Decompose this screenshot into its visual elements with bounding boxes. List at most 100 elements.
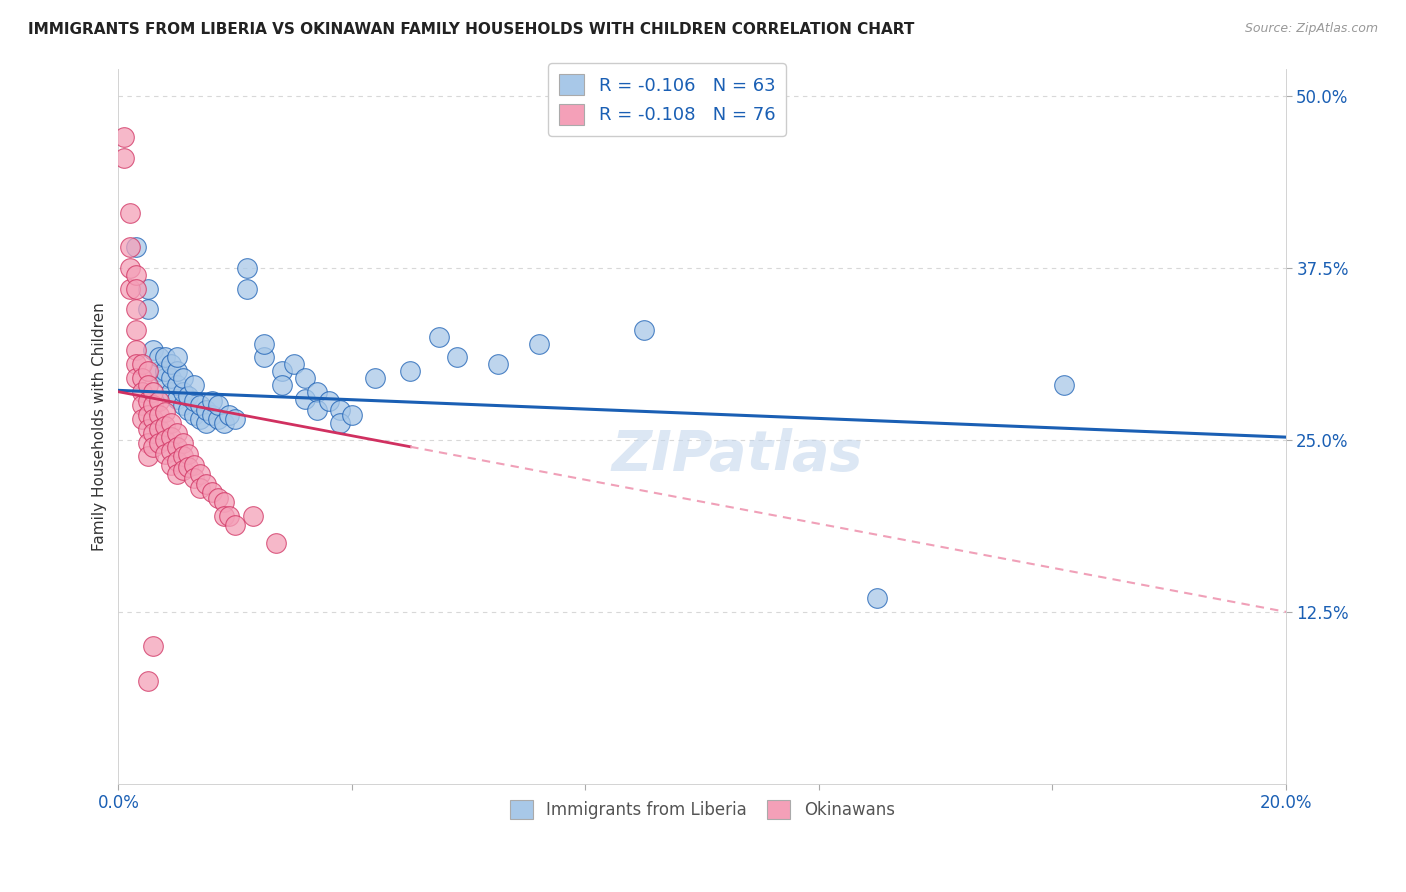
Point xyxy=(131,412,153,426)
Point xyxy=(142,412,165,426)
Point xyxy=(527,336,550,351)
Point xyxy=(195,402,218,417)
Point xyxy=(486,357,509,371)
Point xyxy=(160,458,183,472)
Point xyxy=(136,673,159,688)
Point xyxy=(253,351,276,365)
Text: IMMIGRANTS FROM LIBERIA VS OKINAWAN FAMILY HOUSEHOLDS WITH CHILDREN CORRELATION : IMMIGRANTS FROM LIBERIA VS OKINAWAN FAMI… xyxy=(28,22,914,37)
Point xyxy=(125,343,148,358)
Point xyxy=(270,364,292,378)
Point xyxy=(399,364,422,378)
Point xyxy=(160,443,183,458)
Point xyxy=(172,450,194,464)
Point xyxy=(177,460,200,475)
Point xyxy=(166,351,188,365)
Point xyxy=(125,240,148,254)
Point xyxy=(188,481,211,495)
Point xyxy=(1053,377,1076,392)
Point xyxy=(318,394,340,409)
Point xyxy=(125,302,148,317)
Point xyxy=(125,282,148,296)
Point xyxy=(160,384,183,399)
Point xyxy=(294,392,316,406)
Point xyxy=(236,282,259,296)
Point xyxy=(264,536,287,550)
Point xyxy=(142,440,165,454)
Point xyxy=(160,371,183,385)
Point xyxy=(142,639,165,653)
Point xyxy=(172,399,194,413)
Point xyxy=(148,408,170,422)
Point xyxy=(364,371,387,385)
Point xyxy=(131,371,153,385)
Point xyxy=(201,394,224,409)
Point xyxy=(160,417,183,431)
Point xyxy=(195,476,218,491)
Point xyxy=(305,384,328,399)
Point xyxy=(224,412,246,426)
Point xyxy=(236,260,259,275)
Point xyxy=(172,435,194,450)
Point xyxy=(153,447,176,461)
Point xyxy=(633,323,655,337)
Point xyxy=(429,329,451,343)
Point xyxy=(131,384,153,399)
Point xyxy=(294,371,316,385)
Point xyxy=(142,384,165,399)
Point xyxy=(207,491,229,505)
Point xyxy=(212,417,235,431)
Point xyxy=(446,351,468,365)
Point xyxy=(270,377,292,392)
Point xyxy=(253,336,276,351)
Point xyxy=(166,392,188,406)
Point xyxy=(207,412,229,426)
Point xyxy=(177,389,200,403)
Point xyxy=(212,495,235,509)
Point xyxy=(340,408,363,422)
Point xyxy=(329,417,352,431)
Point xyxy=(136,408,159,422)
Point xyxy=(136,377,159,392)
Point xyxy=(153,405,176,419)
Point xyxy=(172,371,194,385)
Y-axis label: Family Households with Children: Family Households with Children xyxy=(93,301,107,550)
Point xyxy=(125,357,148,371)
Text: Source: ZipAtlas.com: Source: ZipAtlas.com xyxy=(1244,22,1378,36)
Point xyxy=(166,467,188,482)
Point xyxy=(153,433,176,447)
Point xyxy=(120,240,142,254)
Point xyxy=(153,364,176,378)
Point xyxy=(207,399,229,413)
Point xyxy=(166,364,188,378)
Point xyxy=(125,323,148,337)
Point xyxy=(136,364,159,378)
Point xyxy=(160,430,183,444)
Point xyxy=(201,408,224,422)
Point xyxy=(153,419,176,434)
Point xyxy=(183,377,205,392)
Point xyxy=(125,268,148,282)
Point xyxy=(172,463,194,477)
Point xyxy=(125,371,148,385)
Point xyxy=(136,435,159,450)
Point xyxy=(177,447,200,461)
Point xyxy=(305,402,328,417)
Point xyxy=(177,402,200,417)
Point xyxy=(148,364,170,378)
Point xyxy=(183,408,205,422)
Point xyxy=(201,485,224,500)
Point xyxy=(153,351,176,365)
Point xyxy=(195,417,218,431)
Point xyxy=(212,508,235,523)
Point xyxy=(188,399,211,413)
Point xyxy=(148,351,170,365)
Point xyxy=(242,508,264,523)
Point xyxy=(166,440,188,454)
Point xyxy=(283,357,305,371)
Point xyxy=(866,591,889,605)
Point xyxy=(120,282,142,296)
Point xyxy=(224,518,246,533)
Point xyxy=(188,467,211,482)
Point xyxy=(218,408,240,422)
Point xyxy=(142,343,165,358)
